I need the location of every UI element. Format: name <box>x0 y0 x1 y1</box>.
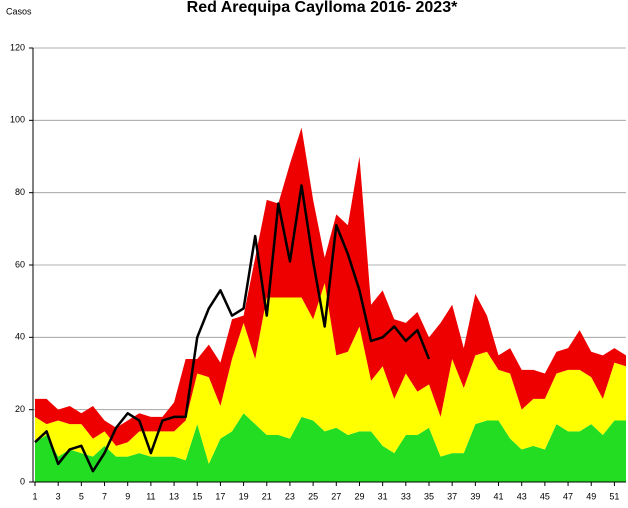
x-tick-label: 25 <box>308 491 318 501</box>
y-tick-label: 100 <box>10 115 25 125</box>
x-tick-label: 49 <box>586 491 596 501</box>
x-tick-label: 9 <box>125 491 130 501</box>
y-axis-label: Casos <box>6 6 32 16</box>
x-tick-label: 15 <box>192 491 202 501</box>
area <box>35 283 626 464</box>
x-tick-label: 51 <box>609 491 619 501</box>
x-tick-label: 11 <box>146 491 155 501</box>
y-tick-label: 20 <box>15 404 25 414</box>
x-tick-label: 47 <box>563 491 573 501</box>
area <box>35 413 626 482</box>
x-tick-label: 17 <box>215 491 225 501</box>
x-tick-label: 1 <box>32 491 37 501</box>
x-tick-label: 13 <box>169 491 179 501</box>
x-tick-label: 7 <box>102 491 107 501</box>
y-tick-label: 80 <box>15 187 25 197</box>
y-tick-label: 120 <box>10 42 25 52</box>
x-tick-label: 21 <box>262 491 272 501</box>
x-tick-label: 43 <box>517 491 527 501</box>
x-tick-label: 31 <box>378 491 388 501</box>
x-tick-label: 29 <box>354 491 364 501</box>
x-tick-label: 37 <box>447 491 457 501</box>
x-tick-label: 23 <box>285 491 295 501</box>
line <box>34 184 431 473</box>
x-tick-label: 41 <box>494 491 504 501</box>
x-tick-label: 3 <box>56 491 61 501</box>
x-tick-label: 35 <box>424 491 434 501</box>
x-tick-label: 5 <box>79 491 84 501</box>
x-tick-label: 45 <box>540 491 550 501</box>
y-tick-label: 0 <box>20 476 25 486</box>
chart-title: Red Arequipa Caylloma 2016- 2023* <box>187 0 458 16</box>
x-tick-label: 33 <box>401 491 411 501</box>
y-tick-label: 40 <box>15 332 25 342</box>
x-tick-label: 27 <box>331 491 341 501</box>
y-tick-label: 60 <box>15 259 25 269</box>
x-tick-label: 19 <box>239 491 249 501</box>
x-tick-label: 39 <box>470 491 480 501</box>
